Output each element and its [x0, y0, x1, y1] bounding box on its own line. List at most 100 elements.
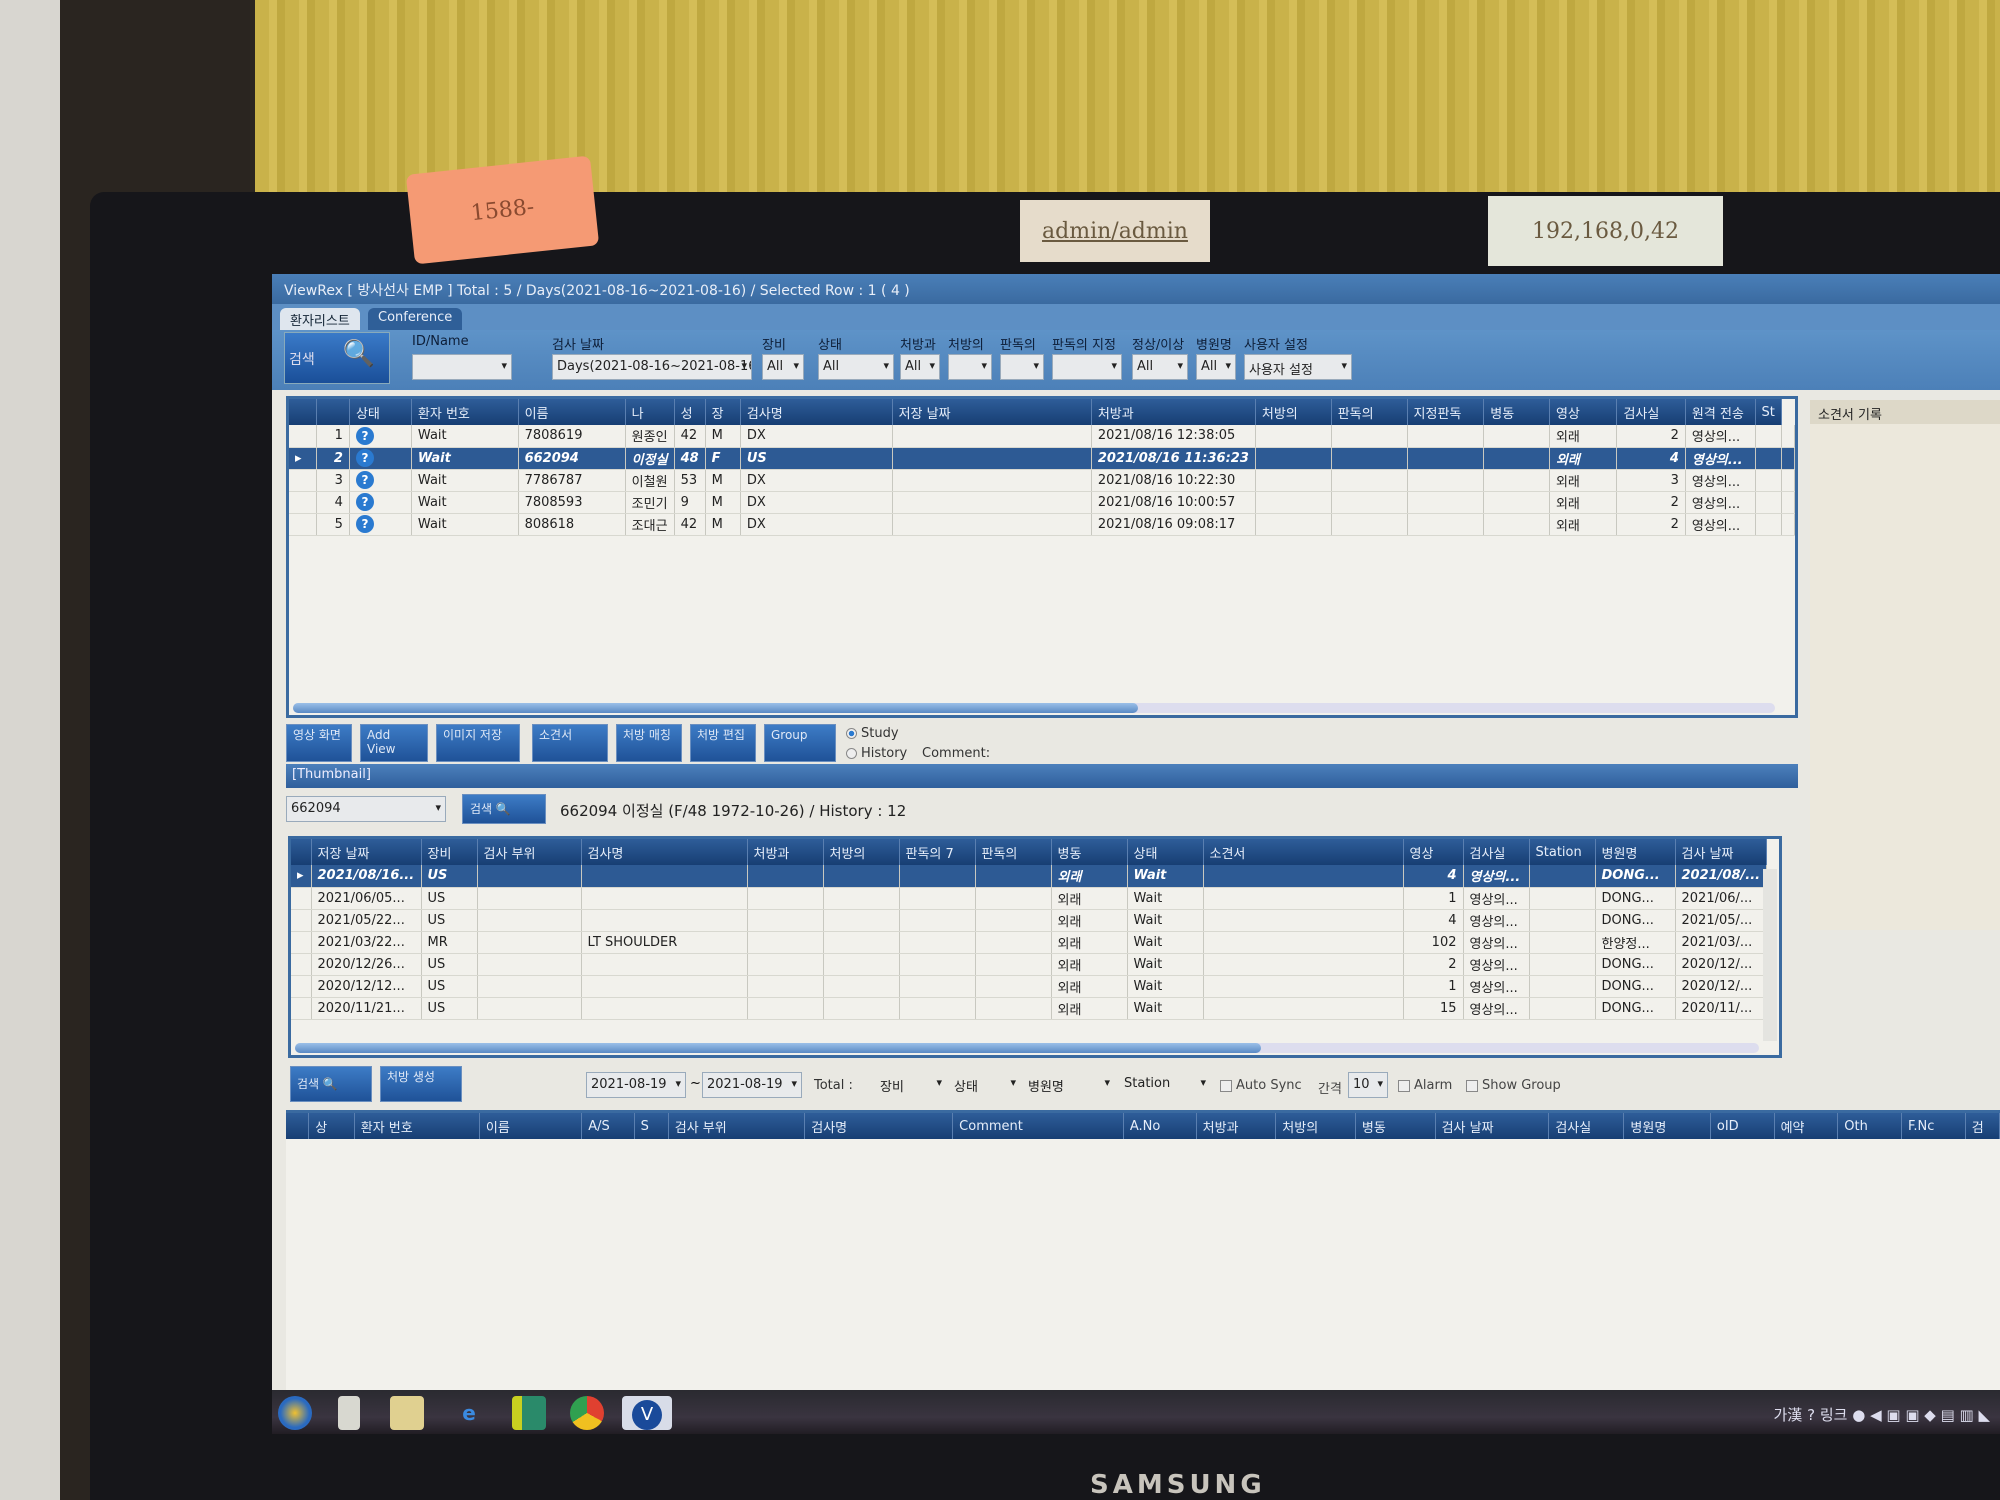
- history-row[interactable]: 2021/05/22... US 외래 Wait 4 영상의... DONG... 2021/…: [291, 909, 1768, 932]
- bottom-search-button[interactable]: 검색 🔍: [290, 1066, 372, 1102]
- column-header[interactable]: 성: [674, 399, 706, 425]
- history-row[interactable]: ▸ 2021/08/16... US 외래 Wait 4 영상의... DONG... 2021…: [291, 865, 1768, 888]
- column-header[interactable]: [286, 1113, 310, 1139]
- interval-spinner[interactable]: 10: [1348, 1072, 1388, 1098]
- column-header[interactable]: S: [634, 1113, 669, 1139]
- column-header[interactable]: 예약: [1774, 1113, 1839, 1139]
- help-icon[interactable]: ?: [1807, 1406, 1816, 1424]
- column-header[interactable]: 검사 날짜: [1675, 839, 1768, 865]
- column-header[interactable]: 검사명: [740, 399, 893, 425]
- column-header[interactable]: 검사실: [1616, 399, 1686, 425]
- history-patient-id-select[interactable]: 662094: [286, 796, 446, 822]
- column-header[interactable]: 장: [705, 399, 741, 425]
- toolbar-button[interactable]: 영상 화면: [286, 724, 352, 762]
- column-header[interactable]: 상태: [349, 399, 412, 425]
- filter-select[interactable]: All: [818, 354, 894, 380]
- column-header[interactable]: 판독의 7: [899, 839, 976, 865]
- column-header[interactable]: 판독의: [1331, 399, 1408, 425]
- radio-study[interactable]: Study: [846, 726, 899, 741]
- column-header[interactable]: 병동: [1355, 1113, 1436, 1139]
- column-header[interactable]: 처방의: [823, 839, 900, 865]
- history-vscrollbar[interactable]: [1763, 869, 1777, 1041]
- filter-select[interactable]: [1052, 354, 1122, 380]
- history-row[interactable]: 2021/06/05... US 외래 Wait 1 영상의... DONG... 2021/…: [291, 887, 1768, 910]
- column-header[interactable]: 검사실: [1548, 1113, 1625, 1139]
- column-header[interactable]: oID: [1710, 1113, 1775, 1139]
- column-header[interactable]: 원격 전송: [1685, 399, 1756, 425]
- radio-history[interactable]: History: [846, 746, 907, 761]
- column-header[interactable]: 판독의: [975, 839, 1052, 865]
- history-row[interactable]: 2020/12/26... US 외래 Wait 2 영상의... DONG... 2020/…: [291, 953, 1768, 976]
- alarm-checkbox[interactable]: Alarm: [1398, 1078, 1452, 1093]
- column-header[interactable]: 환자 번호: [354, 1113, 480, 1139]
- column-header[interactable]: A/S: [581, 1113, 635, 1139]
- column-header[interactable]: St: [1755, 399, 1783, 425]
- column-header[interactable]: F.Nc: [1901, 1113, 1966, 1139]
- column-header[interactable]: 저장 날짜: [892, 399, 1092, 425]
- chrome-icon[interactable]: [570, 1396, 604, 1430]
- date-from-input[interactable]: 2021-08-19: [586, 1072, 686, 1098]
- history-row[interactable]: 2020/11/21... US 외래 Wait 15 영상의... DONG... 2020…: [291, 997, 1768, 1020]
- app-green-icon[interactable]: [512, 1396, 546, 1430]
- filter-select[interactable]: [948, 354, 992, 380]
- search-button[interactable]: 검색 🔍: [284, 332, 390, 384]
- column-header[interactable]: 처방의: [1275, 1113, 1356, 1139]
- column-header[interactable]: 소견서: [1203, 839, 1404, 865]
- column-header[interactable]: 검사실: [1463, 839, 1530, 865]
- toolbar-button[interactable]: Group: [764, 724, 836, 762]
- status-select[interactable]: 상태: [950, 1072, 1020, 1098]
- history-hscrollbar[interactable]: [295, 1043, 1759, 1053]
- column-header[interactable]: 검사명: [581, 839, 748, 865]
- filter-select[interactable]: All: [1132, 354, 1188, 380]
- history-search-button[interactable]: 검색 🔍: [462, 794, 546, 824]
- filter-select[interactable]: All: [762, 354, 804, 380]
- column-header[interactable]: 병원명: [1595, 839, 1676, 865]
- tab-patient-list[interactable]: 환자리스트: [280, 308, 360, 330]
- history-row[interactable]: 2020/12/12... US 외래 Wait 1 영상의... DONG... 2020/…: [291, 975, 1768, 998]
- column-header[interactable]: 환자 번호: [411, 399, 519, 425]
- column-header[interactable]: 병동: [1483, 399, 1550, 425]
- station-select[interactable]: Station: [1120, 1072, 1210, 1098]
- column-header[interactable]: 병원명: [1623, 1113, 1711, 1139]
- toolbar-button[interactable]: 처방 편집: [690, 724, 756, 762]
- links-toolbar[interactable]: 링크: [1819, 1406, 1848, 1424]
- column-header[interactable]: 검사 부위: [668, 1113, 806, 1139]
- ime-indicator[interactable]: 가漢: [1773, 1406, 1803, 1424]
- worklist-row[interactable]: ▸ 2? Wait 662094 이정실 48 F US 2021/08/16 11:36:23…: [289, 447, 1795, 470]
- column-header[interactable]: 처방의: [1255, 399, 1332, 425]
- worklist-row[interactable]: 1? Wait 7808619 원종인 42 M DX 2021/08/16 12:38:05…: [289, 425, 1795, 448]
- column-header[interactable]: 상태: [1127, 839, 1204, 865]
- worklist-row[interactable]: 3? Wait 7786787 이철원 53 M DX 2021/08/16 10:22:30…: [289, 469, 1795, 492]
- column-header[interactable]: 나: [625, 399, 675, 425]
- column-header[interactable]: 상: [308, 1113, 355, 1139]
- create-prescription-button[interactable]: 처방 생성: [380, 1066, 462, 1102]
- internet-explorer-icon[interactable]: e: [462, 1401, 476, 1425]
- show-group-checkbox[interactable]: Show Group: [1466, 1078, 1561, 1093]
- column-header[interactable]: A.No: [1123, 1113, 1197, 1139]
- column-header[interactable]: 이름: [479, 1113, 583, 1139]
- column-header[interactable]: 저장 날짜: [311, 839, 422, 865]
- filter-select[interactable]: Days(2021-08-16~2021-08-16): [552, 354, 752, 380]
- toolbar-button[interactable]: 이미지 저장: [436, 724, 520, 762]
- toolbar-button[interactable]: 처방 매칭: [616, 724, 682, 762]
- worklist-row[interactable]: 4? Wait 7808593 조민기 9 M DX 2021/08/16 10:00:57 외…: [289, 491, 1795, 514]
- history-row[interactable]: 2021/03/22... MR LT SHOULDER 외래 Wait 102 영상의..…: [291, 931, 1768, 954]
- column-header[interactable]: 처방과: [747, 839, 824, 865]
- filter-select[interactable]: [412, 354, 512, 380]
- column-header[interactable]: 영상: [1403, 839, 1464, 865]
- column-header[interactable]: Station: [1529, 839, 1596, 865]
- hospital-select[interactable]: 병원명: [1024, 1072, 1114, 1098]
- start-icon[interactable]: [278, 1396, 312, 1430]
- filter-select[interactable]: [1000, 354, 1044, 380]
- column-header[interactable]: 검사 날짜: [1435, 1113, 1550, 1139]
- document-icon[interactable]: [338, 1396, 360, 1430]
- filter-select[interactable]: All: [1196, 354, 1236, 380]
- column-header[interactable]: 처방과: [1091, 399, 1256, 425]
- column-header[interactable]: 검사명: [804, 1113, 954, 1139]
- worklist-row[interactable]: 5? Wait 808618 조대근 42 M DX 2021/08/16 09:08:17 외…: [289, 513, 1795, 536]
- column-header[interactable]: 검: [1965, 1113, 2000, 1139]
- column-header[interactable]: Comment: [952, 1113, 1124, 1139]
- column-header[interactable]: 지정판독: [1407, 399, 1485, 425]
- filter-select[interactable]: 사용자 설정: [1244, 354, 1352, 380]
- date-to-input[interactable]: 2021-08-19: [702, 1072, 802, 1098]
